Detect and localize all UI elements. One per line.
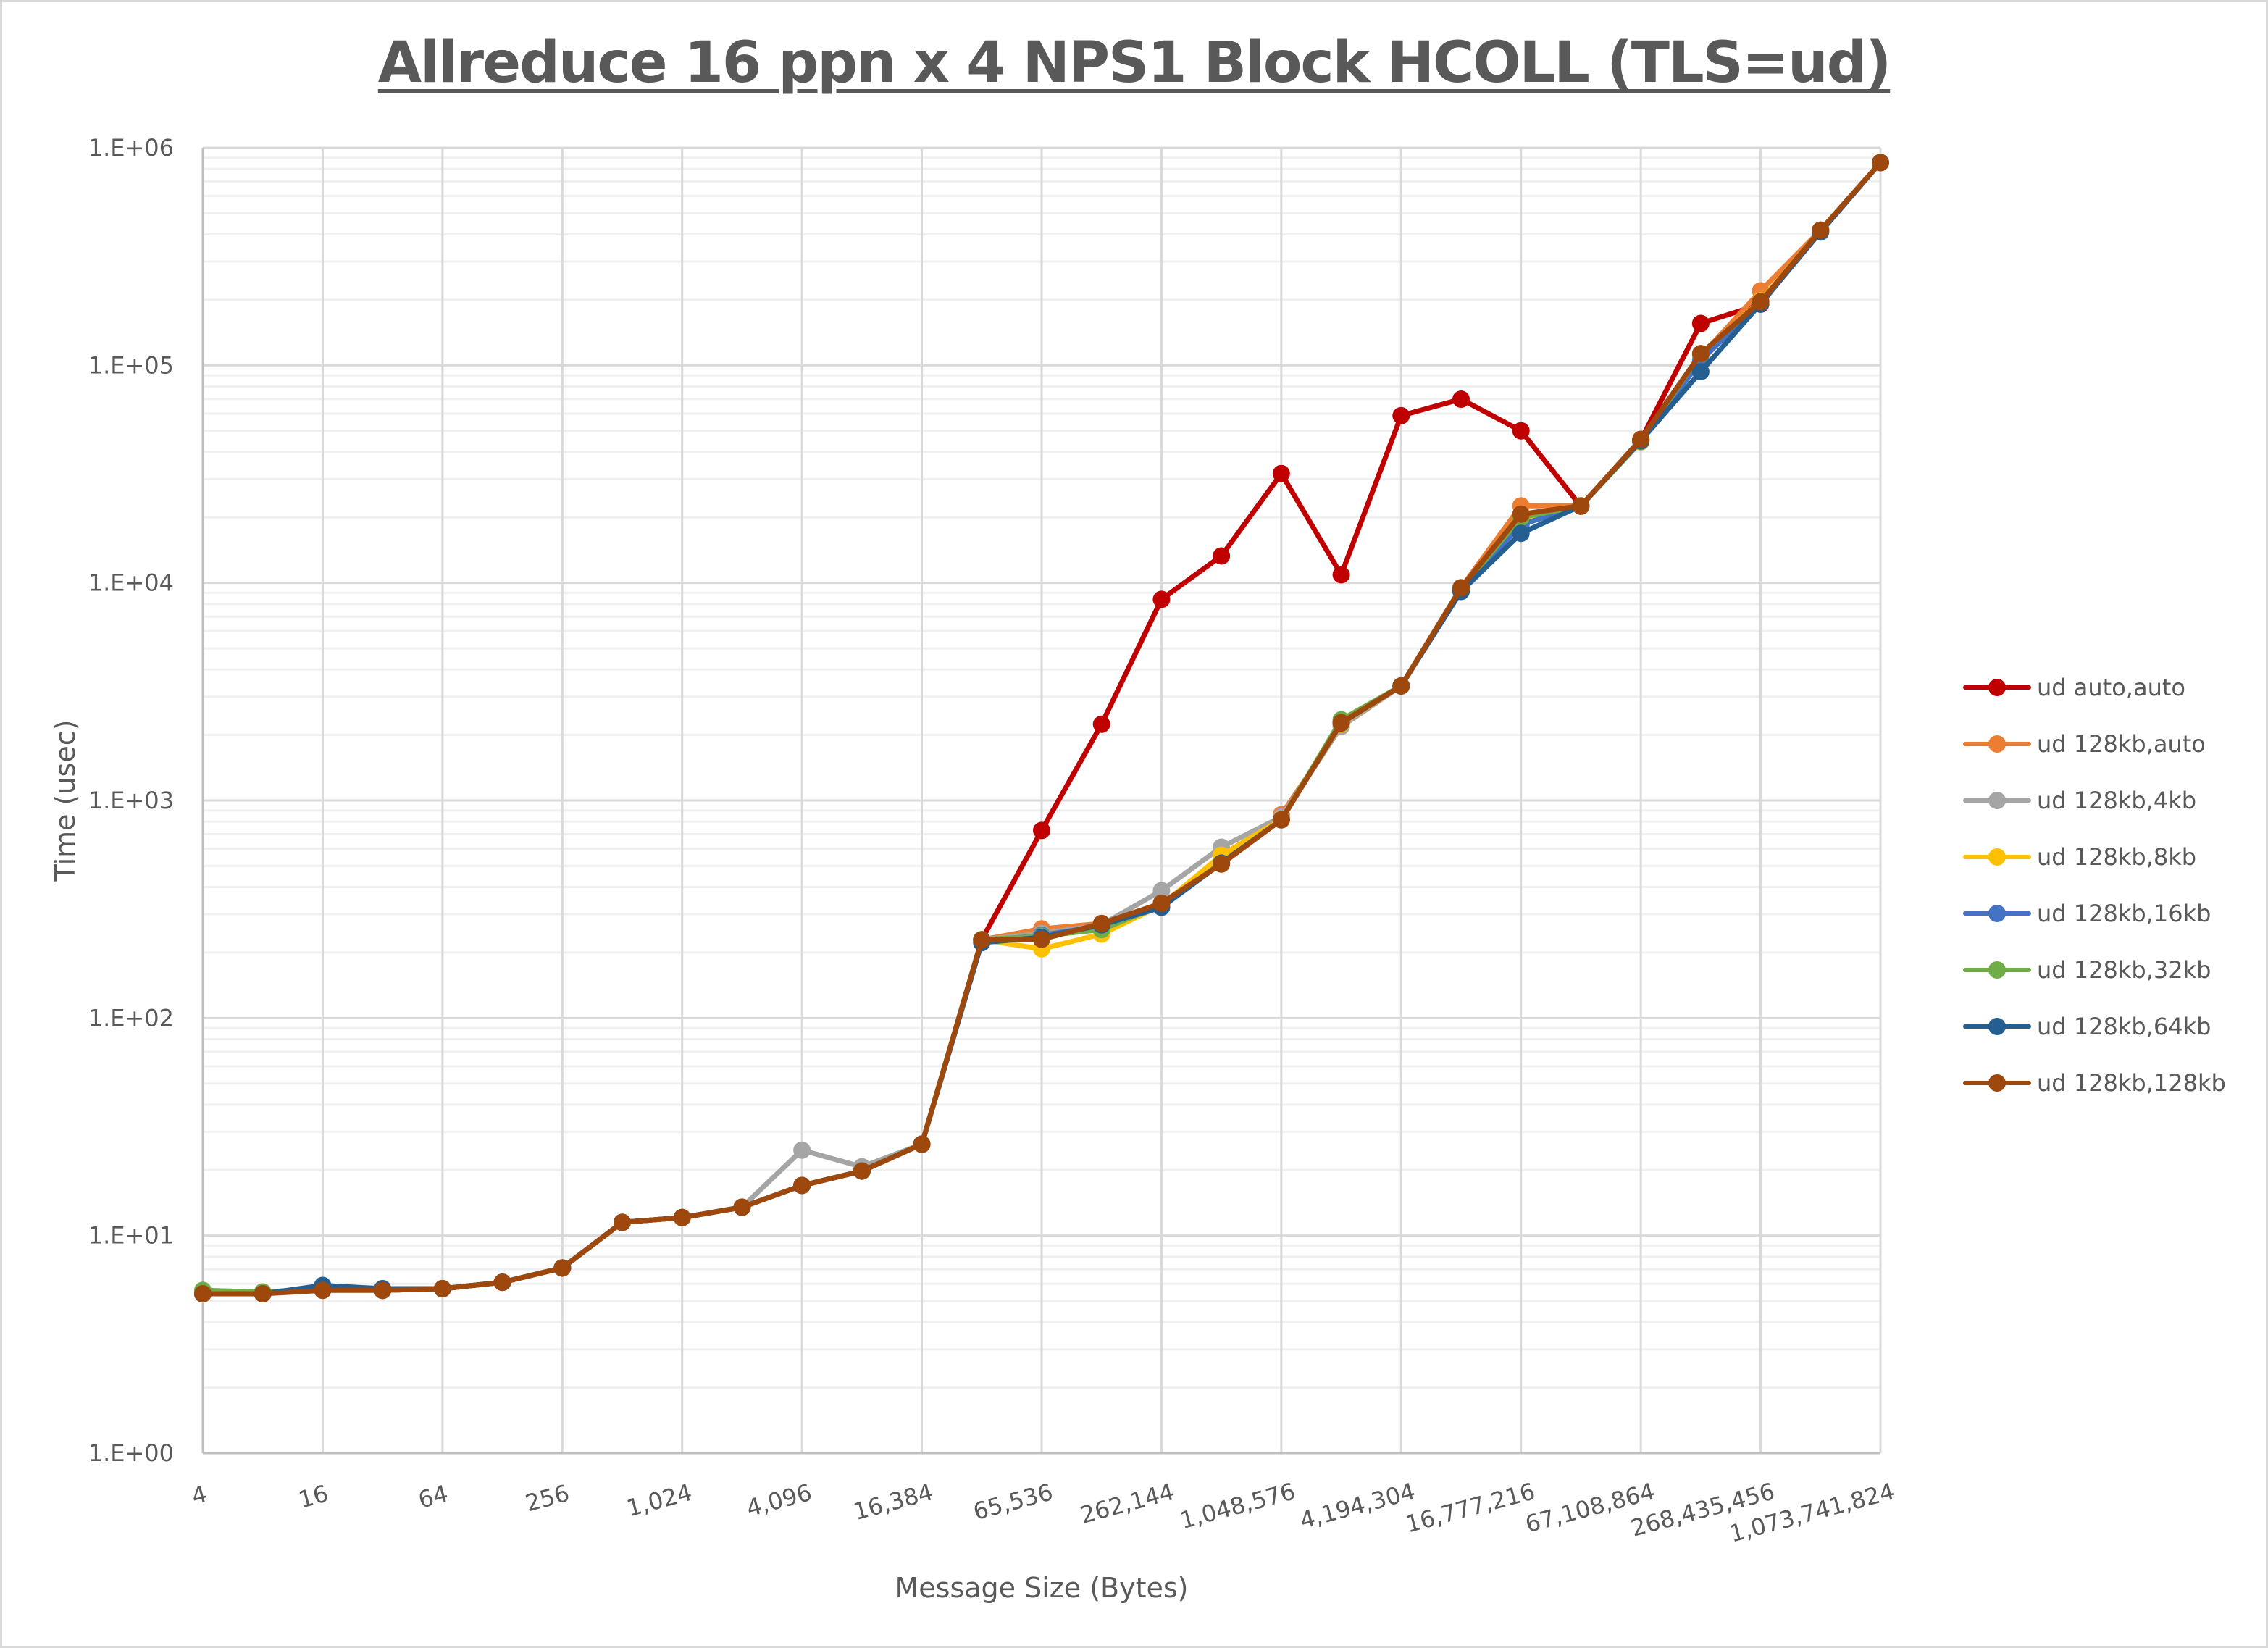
y-axis-title: Time (usec): [49, 720, 81, 882]
y-tick-label: 1.E+01: [88, 1222, 174, 1250]
data-point-marker: [973, 931, 991, 949]
data-point-marker: [493, 1273, 511, 1292]
data-point-marker: [733, 1198, 751, 1216]
legend-label: ud 128kb,auto: [2037, 730, 2206, 758]
legend: ud auto,auto ud 128kb,auto ud 128kb,4kb ud …: [1963, 659, 2226, 1111]
x-axis-title: Message Size (Bytes): [895, 1572, 1189, 1604]
chart-title: Allreduce 16 ppn x 4 NPS1 Block HCOLL (T…: [377, 30, 1891, 96]
series-lines: [194, 154, 1889, 1303]
legend-item: ud 128kb,128kb: [1963, 1055, 2226, 1111]
y-tick-label: 1.E+05: [88, 351, 174, 379]
x-tick-label: 256: [522, 1479, 572, 1518]
data-point-marker: [1033, 821, 1050, 840]
data-point-marker: [1691, 363, 1710, 381]
series-ud-128kb-128kb: [194, 154, 1889, 1303]
x-tick-label: 16: [296, 1479, 331, 1513]
data-point-marker: [1332, 566, 1350, 584]
axes: [201, 148, 1880, 1455]
legend-line-marker-icon: [1963, 790, 2031, 811]
data-point-marker: [254, 1285, 272, 1303]
legend-label: ud 128kb,128kb: [2037, 1069, 2226, 1097]
data-point-marker: [1152, 882, 1171, 900]
legend-item: ud auto,auto: [1963, 659, 2226, 716]
y-tick-label: 1.E+04: [88, 569, 174, 597]
data-point-marker: [614, 1213, 631, 1231]
data-point-marker: [1332, 714, 1350, 732]
data-point-marker: [793, 1176, 811, 1195]
legend-line-marker-icon: [1963, 1016, 2031, 1037]
data-point-marker: [1752, 293, 1770, 311]
data-point-marker: [1152, 894, 1171, 912]
x-tick-label: 4: [188, 1480, 210, 1510]
x-tick-label: 64: [415, 1479, 451, 1513]
data-point-marker: [1812, 221, 1830, 239]
legend-line-marker-icon: [1963, 677, 2031, 698]
legend-item: ud 128kb,16kb: [1963, 885, 2226, 942]
x-tick-label: 4,096: [743, 1478, 814, 1522]
data-point-marker: [1152, 590, 1171, 608]
legend-item: ud 128kb,8kb: [1963, 829, 2226, 885]
x-tick-label: 262,144: [1077, 1478, 1177, 1529]
legend-line-marker-icon: [1963, 733, 2031, 755]
data-point-marker: [1272, 464, 1290, 482]
data-point-marker: [913, 1135, 931, 1153]
data-point-marker: [1272, 811, 1290, 829]
y-axis-ticks: 1.E+00 1.E+01 1.E+02 1.E+03 1.E+04 1.E+05 1.E+…: [88, 134, 174, 1467]
legend-label: ud 128kb,8kb: [2037, 843, 2197, 871]
legend-label: ud 128kb,16kb: [2037, 900, 2211, 927]
x-tick-label: 65,536: [970, 1478, 1055, 1526]
data-point-marker: [1092, 914, 1110, 932]
legend-label: ud 128kb,4kb: [2037, 787, 2197, 814]
legend-label: ud 128kb,32kb: [2037, 956, 2211, 984]
legend-item: ud 128kb,4kb: [1963, 772, 2226, 829]
data-point-marker: [853, 1162, 871, 1180]
data-point-marker: [1512, 505, 1530, 523]
y-tick-label: 1.E+06: [88, 134, 174, 162]
x-tick-label: 1,024: [624, 1478, 695, 1522]
y-tick-label: 1.E+03: [88, 787, 174, 814]
data-point-marker: [433, 1279, 451, 1297]
legend-item: ud 128kb,auto: [1963, 716, 2226, 772]
data-point-marker: [1033, 930, 1050, 948]
data-point-marker: [1452, 390, 1470, 409]
data-point-marker: [1213, 855, 1231, 873]
data-point-marker: [1213, 547, 1231, 565]
legend-line-marker-icon: [1963, 959, 2031, 981]
x-tick-label: 16,777,216: [1402, 1477, 1538, 1538]
x-axis-ticks: 4 16 64 256 1,024 4,096 16,384 65,536 262,144 1,0…: [188, 1477, 1897, 1547]
legend-line-marker-icon: [1963, 846, 2031, 868]
x-tick-label: 4,194,304: [1297, 1477, 1418, 1534]
gridlines: [201, 146, 1882, 1455]
y-tick-label: 1.E+02: [88, 1004, 174, 1032]
y-tick-label: 1.E+00: [88, 1439, 174, 1467]
data-point-marker: [1452, 579, 1470, 597]
x-tick-label: 16,384: [850, 1478, 936, 1526]
data-point-marker: [1512, 524, 1530, 543]
data-point-marker: [1392, 677, 1410, 695]
legend-label: ud 128kb,64kb: [2037, 1013, 2211, 1040]
data-point-marker: [1092, 715, 1110, 733]
data-point-marker: [1632, 430, 1650, 448]
data-point-marker: [1572, 497, 1590, 515]
data-point-marker: [1872, 154, 1889, 172]
data-point-marker: [314, 1281, 332, 1300]
data-point-marker: [374, 1281, 392, 1300]
legend-label: ud auto,auto: [2037, 674, 2185, 701]
legend-line-marker-icon: [1963, 1072, 2031, 1094]
data-point-marker: [793, 1141, 811, 1159]
data-point-marker: [1512, 422, 1530, 440]
x-tick-label: 1,048,576: [1177, 1477, 1298, 1534]
data-point-marker: [1691, 314, 1710, 332]
data-point-marker: [194, 1285, 212, 1303]
data-point-marker: [553, 1259, 572, 1277]
legend-item: ud 128kb,64kb: [1963, 998, 2226, 1055]
data-point-marker: [673, 1208, 691, 1226]
data-point-marker: [1691, 345, 1710, 363]
data-point-marker: [1392, 406, 1410, 424]
legend-line-marker-icon: [1963, 903, 2031, 924]
legend-item: ud 128kb,32kb: [1963, 942, 2226, 998]
